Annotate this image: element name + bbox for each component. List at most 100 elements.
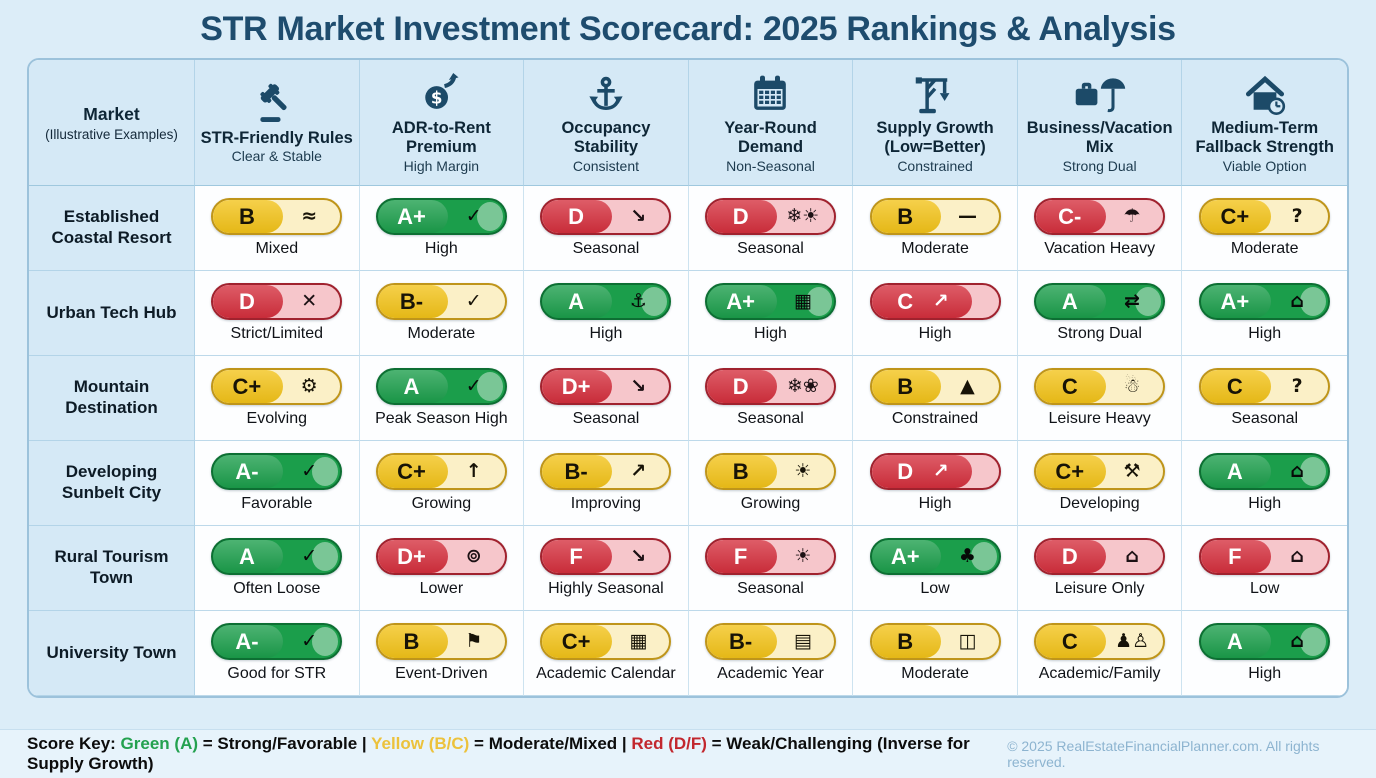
badge-color-segment — [1201, 285, 1272, 318]
grade-letter: A — [568, 288, 585, 314]
grade-cell-label: Low — [920, 580, 950, 597]
grade-cell: C ☃ Leisure Heavy — [1017, 356, 1183, 441]
grade-badge: A ✓ — [211, 538, 343, 575]
grade-cell: D ❄☀ Seasonal — [688, 186, 854, 271]
grade-letter: B- — [729, 628, 753, 654]
grade-cell-label: Academic Calendar — [536, 665, 676, 682]
grade-cell: C- ☂ Vacation Heavy — [1017, 186, 1183, 271]
score-key-segment: Red (D/F) — [631, 734, 707, 753]
grade-cell-label: High — [754, 325, 787, 342]
grade-cell: A ⇄ Strong Dual — [1017, 271, 1183, 356]
badge-color-segment — [213, 370, 284, 403]
column-header: Occupancy Stability Consistent — [524, 60, 689, 186]
badge-color-segment — [1036, 540, 1106, 573]
badge-color-segment — [871, 200, 942, 233]
grade-cell: F ⌂ Low — [1182, 526, 1347, 611]
grade-letter: F — [733, 543, 748, 569]
grade-letter: D — [732, 203, 749, 229]
column-header-label: ADR-to-Rent Premium — [391, 119, 491, 156]
dash-icon: — — [957, 205, 977, 227]
grade-badge: B- ✓ — [375, 283, 507, 320]
column-header-sublabel: Strong Dual — [1062, 157, 1137, 174]
grade-badge: A- ✓ — [211, 453, 343, 490]
column-header: STR-Friendly Rules Clear & Stable — [195, 60, 360, 186]
grade-letter: A — [1061, 288, 1078, 314]
score-key: Score Key: Green (A) = Strong/Favorable … — [27, 734, 1007, 774]
badge-color-segment — [213, 455, 284, 488]
check-icon: ✓ — [465, 290, 482, 312]
badge-color-segment — [1036, 370, 1106, 403]
grade-letter: C+ — [397, 458, 426, 484]
grade-badge: F ☀ — [704, 538, 836, 575]
grade-letter: C+ — [1220, 203, 1250, 229]
check-icon: ✓ — [301, 630, 318, 652]
grade-cell: A+ ♣ Low — [853, 526, 1018, 611]
badge-color-segment — [706, 285, 777, 318]
grade-cell-label: Seasonal — [572, 410, 640, 427]
score-key-segment: Score Key: — [27, 734, 121, 753]
badge-color-segment — [542, 455, 613, 488]
grade-letter: A+ — [397, 203, 426, 229]
business-vacation-icon — [1074, 71, 1126, 117]
grade-cell: F ↘ Highly Seasonal — [524, 526, 689, 611]
badge-color-segment — [377, 285, 448, 318]
scorecard-grid: Market (Illustrative Examples) STR-Friendl… — [29, 60, 1347, 696]
grade-cell-label: Improving — [570, 495, 642, 512]
grade-badge: A ⇄ — [1034, 283, 1166, 320]
grade-cell-label: Moderate — [901, 665, 969, 682]
grade-badge: A ⚓ — [540, 283, 672, 320]
score-key-segment: = Strong/Favorable | — [198, 734, 372, 753]
grade-letter: F — [1228, 543, 1242, 569]
badge-color-segment — [377, 370, 448, 403]
market-row-label: Rural Tourism Town — [29, 526, 195, 611]
badge-color-segment — [1201, 200, 1272, 233]
grade-cell-label: Strict/Limited — [230, 325, 324, 342]
school-building-icon: ◫ — [958, 630, 977, 652]
grade-badge: C ♟♙ — [1034, 623, 1166, 660]
badge-color-segment — [377, 625, 448, 658]
grade-cell-label: Leisure Heavy — [1048, 410, 1151, 427]
badge-color-segment — [377, 540, 448, 573]
badge-color-segment — [377, 455, 448, 488]
grade-badge: C+ ⚒ — [1034, 453, 1166, 490]
grade-cell-label: Seasonal — [737, 580, 804, 597]
column-header: Medium-Term Fallback Strength Viable Opti… — [1182, 60, 1347, 186]
grade-letter: C — [897, 288, 914, 314]
market-row-label: Established Coastal Resort — [29, 186, 195, 271]
grade-badge: A+ ♣ — [869, 538, 1001, 575]
grade-badge: C+ ⚙ — [211, 368, 343, 405]
grade-cell-label: Event-Driven — [395, 665, 488, 682]
column-header: Supply Growth (Low=Better) Constrained — [853, 60, 1018, 186]
grade-letter: D — [1061, 543, 1078, 569]
grade-cell: C+ ⚙ Evolving — [195, 356, 360, 441]
grade-cell-label: High — [1248, 325, 1282, 342]
column-header-sublabel: Consistent — [572, 157, 639, 174]
grade-badge: B ◫ — [869, 623, 1001, 660]
grade-cell: A- ✓ Favorable — [195, 441, 360, 526]
market-row-label: Developing Sunbelt City — [29, 441, 195, 526]
check-icon: ✓ — [465, 205, 482, 227]
calendar-icon — [750, 71, 790, 117]
grade-cell: A+ ✓ High — [359, 186, 525, 271]
dollar-growth-icon: $ — [419, 71, 463, 117]
column-header-sublabel: Non-Seasonal — [726, 157, 815, 174]
grade-cell-label: Strong Dual — [1057, 325, 1142, 342]
score-key-segment: Green (A) — [120, 734, 199, 753]
grade-badge: D ↘ — [540, 198, 672, 235]
coins-icon: ⊚ — [465, 545, 482, 567]
trend-up-icon: ↗ — [932, 460, 949, 482]
badge-color-segment — [871, 455, 972, 488]
grade-cell-label: High — [918, 495, 952, 512]
grade-badge: D ⌂ — [1034, 538, 1166, 575]
grade-letter: C+ — [561, 628, 591, 654]
grade-cell-label: High — [1248, 495, 1282, 512]
column-header-label: Year-Round Demand — [724, 119, 817, 156]
trend-down-icon: ↘ — [630, 205, 647, 227]
column-header-label: Occupancy Stability — [561, 119, 651, 156]
arrow-up-icon: ↑ — [465, 460, 482, 482]
grade-badge: B- ↗ — [540, 453, 672, 490]
grade-cell: D ⌂ Leisure Only — [1017, 526, 1183, 611]
grade-cell-label: Growing — [411, 495, 472, 512]
grade-cell: C+ ↑ Growing — [359, 441, 525, 526]
badge-color-segment — [542, 200, 613, 233]
